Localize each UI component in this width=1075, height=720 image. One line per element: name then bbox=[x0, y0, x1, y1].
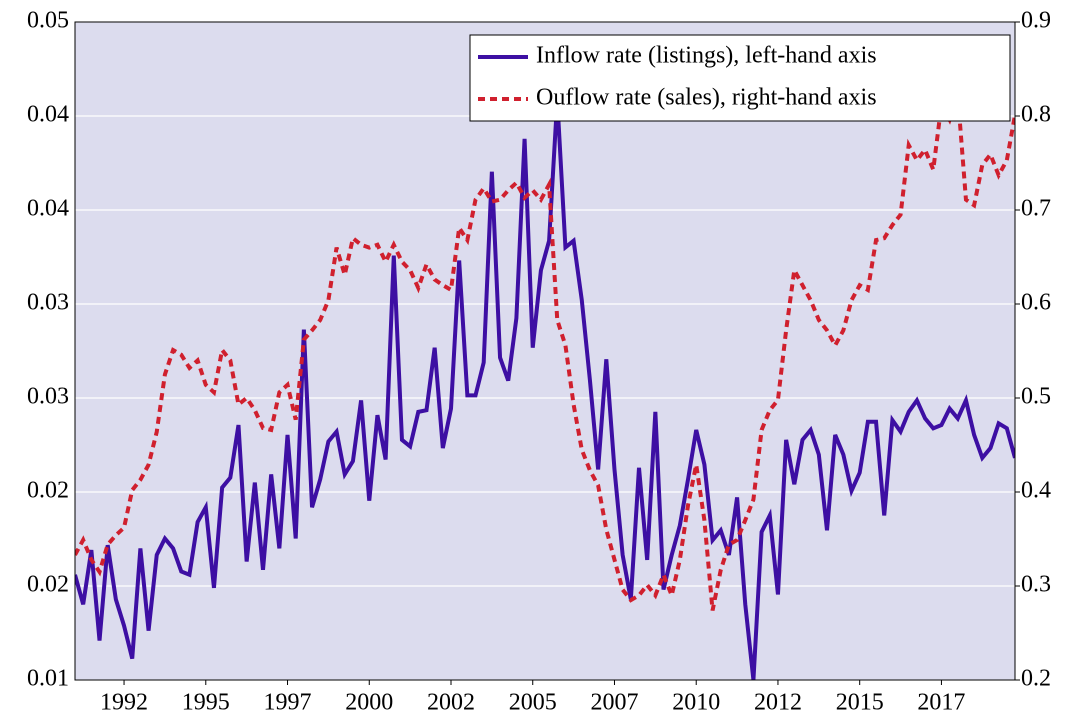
x-tick-label: 2010 bbox=[672, 690, 720, 716]
series-line bbox=[75, 99, 1015, 680]
y-tick-label: 0.01 bbox=[27, 666, 69, 692]
x-tick-label: 2012 bbox=[754, 690, 802, 716]
y2-tick-label: 0.6 bbox=[1021, 290, 1051, 316]
x-tick-label: 2015 bbox=[836, 690, 884, 716]
y-tick-label: 0.04 bbox=[27, 101, 69, 127]
series-line bbox=[75, 94, 1015, 611]
y-tick-label: 0.02 bbox=[27, 477, 69, 503]
y-tick-label: 0.02 bbox=[27, 572, 69, 598]
y-tick-label: 0.03 bbox=[27, 383, 69, 409]
legend-label: Ouflow rate (sales), right-hand axis bbox=[536, 85, 877, 111]
y2-tick-label: 0.7 bbox=[1021, 196, 1051, 222]
legend-box bbox=[469, 34, 1011, 122]
y2-tick-label: 0.3 bbox=[1021, 572, 1051, 598]
x-tick-label: 2005 bbox=[509, 690, 557, 716]
legend-label: Inflow rate (listings), left-hand axis bbox=[536, 43, 877, 69]
x-tick-label: 2000 bbox=[345, 690, 393, 716]
plot-frame bbox=[74, 21, 1016, 681]
x-tick-label: 2007 bbox=[590, 690, 638, 716]
x-tick-label: 1992 bbox=[100, 690, 148, 716]
plot-area bbox=[75, 22, 1015, 680]
x-tick-label: 2017 bbox=[917, 690, 965, 716]
y2-tick-label: 0.9 bbox=[1021, 8, 1051, 34]
x-tick-label: 1997 bbox=[264, 690, 312, 716]
legend: Inflow rate (listings), left-hand axis Ou… bbox=[469, 34, 1011, 122]
x-tick-label: 1995 bbox=[182, 690, 230, 716]
y-tick-label: 0.03 bbox=[27, 290, 69, 316]
y2-tick-label: 0.2 bbox=[1021, 666, 1051, 692]
y-tick-label: 0.04 bbox=[27, 196, 69, 222]
y-tick-label: 0.05 bbox=[27, 8, 69, 34]
y2-tick-label: 0.4 bbox=[1021, 478, 1051, 504]
y2-tick-label: 0.5 bbox=[1021, 384, 1051, 410]
x-tick-label: 2002 bbox=[427, 690, 475, 716]
y2-tick-label: 0.8 bbox=[1021, 102, 1051, 128]
